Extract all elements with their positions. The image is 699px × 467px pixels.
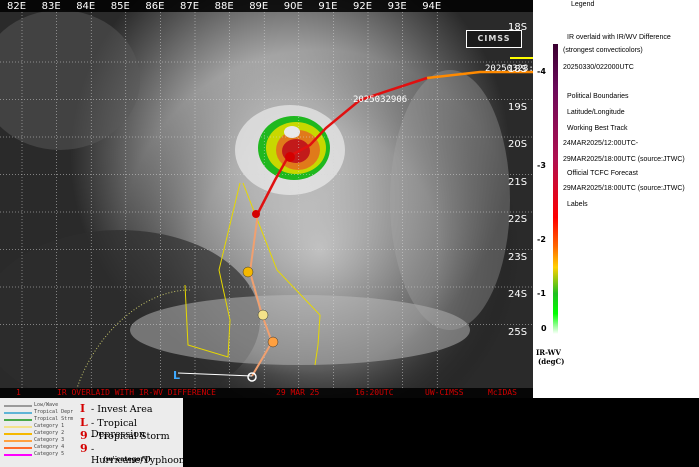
scale-tick-label: -2 [537,235,546,244]
scale-tick-label: 0 [541,324,547,333]
banner-index: 1 [16,388,21,397]
forecast-cone-right [242,182,321,366]
track-legend-swatch [4,412,32,414]
tropical-storm-symbol: 9 [80,429,88,442]
longitude-label: 84E [76,1,96,12]
longitude-label: 93E [387,1,407,12]
track-legend-label: Low/Wave [34,402,59,408]
longitude-label: 89E [249,1,269,12]
tropical-depression-label: - Tropical Depression [91,418,146,440]
latitude-label: 21S [508,176,528,188]
track-marker-cat1 [242,266,254,278]
track-legend-swatch [4,426,32,428]
longitude-label: 85E [110,1,130,12]
tropical-storm-label: - Tropical Storm [91,431,170,442]
legend-line: (strongest convecticolors) [563,47,643,54]
banner: 1 IR OVERLAID WITH IR-WV DIFFERENCE 29 M… [0,388,533,398]
bottom-panel: Low/Wave Tropical Depr Tropical Strm Catego… [0,398,699,467]
invest-area-symbol: I [80,402,86,415]
low-marker-label: L [173,369,181,382]
legend-line: Working Best Track [567,125,628,132]
track-legend-label: Category 2 [34,430,65,436]
legend-line: Labels [567,201,588,208]
track-legend-label: Category 1 [34,423,65,429]
storm-center-marker [285,152,295,162]
legend-line: Official TCFC Forecast [567,170,638,177]
track-legend-swatch [4,419,32,421]
track-legend-label: Category 3 [34,437,65,443]
longitude-label: 82E [7,1,27,12]
track-marker-red [252,210,260,218]
tropical-depression-symbol: L [80,416,88,429]
hurricane-sublabel: (w/ category) [103,455,151,463]
cimss-logo: CIMSS [466,30,522,48]
longitude-label: 91E [318,1,338,12]
hurricane-symbol: 9 [80,442,88,455]
satellite-map: 82E 83E 84E 85E 86E 87E 88E 89E 90E 91E 92E 93E 94E … [0,0,534,410]
track-legend-label: Category 4 [34,444,65,450]
track-legend-swatch [4,447,32,449]
track-label-time-1: 2025032906 [353,95,408,105]
longitude-label: 83E [41,1,61,12]
best-track-red [256,76,428,214]
lat-lon-grid [0,12,533,388]
track-legend-label: Tropical Strm [34,416,74,422]
scale-tick-label: -1 [537,289,546,298]
track-legend-swatch [4,433,32,435]
legend-line: Political Boundaries [567,93,629,100]
banner-source: UW-CIMSS [425,388,464,397]
legend-line: 24MAR2025/12:00UTC- [563,140,639,147]
scale-tick-label: -3 [537,161,546,170]
banner-date: 29 MAR 25 [276,388,320,397]
invest-area-label: - Invest Area [91,404,153,415]
legend-line: 20250330/022000UTC [563,64,634,71]
track-legend: Low/Wave Tropical Depr Tropical Strm Catego… [0,398,185,467]
track-marker-ts [247,372,257,382]
track-legend-swatch [4,405,32,407]
legend-line: Latitude/Longitude [567,109,625,116]
latitude-label: 19S [508,101,528,113]
longitude-label: 87E [180,1,200,12]
scale-title: IR-WV [536,348,561,357]
longitude-label: 94E [422,1,442,12]
track-legend-label: Category 5 [34,451,65,457]
banner-title: IR OVERLAID WITH IR-WV DIFFERENCE [57,388,216,397]
ir-wv-scale-bar [553,44,558,334]
track-marker-cat3 [267,336,279,348]
latitude-label: 20S [508,139,528,150]
banner-system: McIDAS [488,388,517,397]
legend-title: Legend [571,1,595,8]
scale-tick-label: -4 [537,67,546,76]
track-legend-label: Tropical Depr [34,409,74,415]
track-marker-cat2 [257,309,269,321]
forecast-cone-left [184,182,241,358]
low-track [177,372,253,377]
latitude-label: 25S [508,326,528,338]
legend-sidebar: Legend IR overlaid with IR/WV Difference… [533,0,699,398]
track-legend-swatch [4,454,32,456]
hurricane-label: - Hurricane/Typhoon [91,444,185,466]
scale-unit: (degC) [538,357,565,366]
longitude-label: 90E [283,1,303,12]
latitude-label: 24S [508,289,528,300]
latitude-label: 22S [508,214,528,225]
longitude-label: 86E [145,1,165,12]
dotted-boundary [74,289,191,396]
longitude-label: 92E [353,1,373,12]
track-legend-swatch [4,440,32,442]
latitude-label: 23S [508,251,528,263]
track-label-time-2: 20250328: [485,64,534,74]
latitude-label-top: 18S [508,22,528,33]
legend-line: 29MAR2025/18:00UTC (source:JTWC) [563,156,685,163]
banner-time: 16:20UTC [355,388,394,397]
best-track-orange [426,70,533,80]
latitude-label: 18S [508,64,528,75]
legend-line: IR overlaid with IR/WV Difference [567,34,671,41]
longitude-label: 88E [214,1,234,12]
legend-line: 29MAR2025/18:00UTC (source:JTWC) [563,185,685,192]
